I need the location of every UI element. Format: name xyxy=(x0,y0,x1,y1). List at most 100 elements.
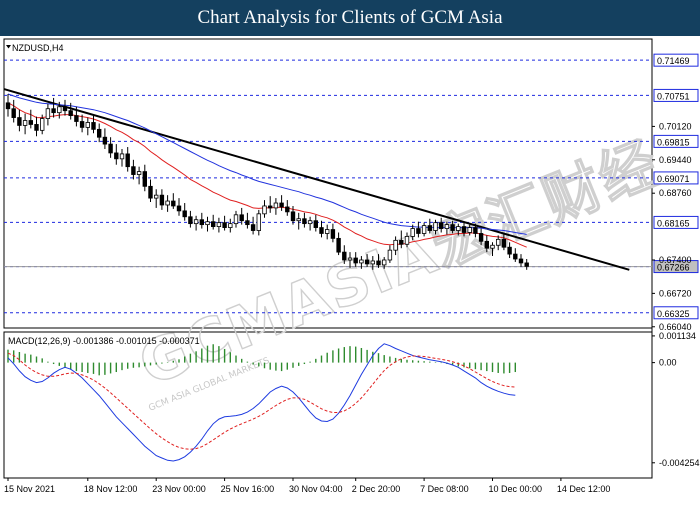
candle xyxy=(79,114,85,133)
candle-body xyxy=(68,110,73,117)
candle-body xyxy=(5,102,11,110)
candle xyxy=(17,109,22,132)
candle-body xyxy=(102,136,108,145)
candle xyxy=(473,223,478,238)
candle-body xyxy=(57,106,62,114)
candle xyxy=(484,235,489,253)
candle xyxy=(501,234,507,251)
candle xyxy=(188,210,193,228)
candle-body xyxy=(28,120,33,125)
candle xyxy=(68,102,73,120)
candle-body xyxy=(336,237,341,253)
macd-tick-label: 0.001134 xyxy=(659,331,696,341)
candle xyxy=(5,94,11,117)
candle xyxy=(222,215,227,231)
level-label: 0.69815 xyxy=(657,137,690,147)
candle xyxy=(427,218,432,234)
candle-body xyxy=(119,153,125,160)
candle xyxy=(353,252,358,267)
candle-body xyxy=(484,240,489,249)
candle-body xyxy=(461,226,467,233)
candle xyxy=(495,235,501,251)
candle-body xyxy=(524,262,529,267)
candle-body xyxy=(51,108,56,114)
candle-body xyxy=(507,246,512,255)
candle-body xyxy=(347,257,353,261)
level-label-box xyxy=(653,171,699,185)
candle-body xyxy=(324,229,330,234)
ema-red-line xyxy=(7,102,527,248)
candle-body xyxy=(239,214,244,222)
candle xyxy=(444,221,450,235)
candle-body xyxy=(302,218,307,225)
price-tick-label: 0.67400 xyxy=(659,255,692,265)
candle xyxy=(250,216,256,235)
candle-body xyxy=(228,223,233,228)
candle xyxy=(262,200,267,218)
candle xyxy=(142,164,147,192)
candle-body xyxy=(410,228,415,237)
candle-body xyxy=(153,194,159,199)
level-label-box xyxy=(653,306,699,320)
trendline[interactable] xyxy=(3,88,630,271)
candle-body xyxy=(421,225,427,234)
candle-body xyxy=(353,257,358,264)
candle-body xyxy=(205,221,210,226)
level-label-box xyxy=(653,215,699,229)
candle xyxy=(245,212,250,229)
candle xyxy=(205,216,210,232)
candle-body xyxy=(501,238,507,248)
candle-body xyxy=(467,227,472,233)
candle xyxy=(193,215,199,231)
candle xyxy=(416,221,421,238)
macd-tick-label: -0.004254 xyxy=(659,458,700,468)
candle xyxy=(285,200,290,216)
candle-body xyxy=(376,260,381,266)
level-label-box xyxy=(653,88,699,102)
level-label: 0.66325 xyxy=(657,309,690,319)
candle xyxy=(404,232,410,248)
candle xyxy=(136,166,142,185)
candle xyxy=(228,218,233,233)
candle xyxy=(456,223,461,236)
chart-area[interactable]: GCMASIA宏汇财经 GCM ASIA GLOBAL MARKETS MACD(… xyxy=(0,36,700,500)
candle-body xyxy=(433,222,438,231)
time-tick-label: 14 Dec 12:00 xyxy=(557,484,611,494)
candle-body xyxy=(473,227,478,234)
candle-body xyxy=(416,228,421,234)
candle xyxy=(478,228,484,246)
candle xyxy=(290,205,296,225)
level-label: 0.67266 xyxy=(657,263,690,273)
candle xyxy=(91,115,96,134)
time-tick-label: 23 Nov 00:00 xyxy=(152,484,206,494)
candle xyxy=(387,245,393,263)
candle xyxy=(307,216,313,231)
level-label: 0.70751 xyxy=(657,91,690,101)
candle xyxy=(102,128,108,150)
candle-body xyxy=(370,260,375,265)
candle-body xyxy=(176,205,182,212)
candle-body xyxy=(438,222,444,229)
candle-body xyxy=(34,124,39,131)
candle-body xyxy=(85,122,90,128)
candle xyxy=(393,236,398,256)
candle-body xyxy=(313,220,318,228)
candle xyxy=(62,99,68,116)
symbol-dropdown-icon[interactable] xyxy=(6,45,11,49)
candle xyxy=(421,222,427,237)
candle xyxy=(381,257,387,269)
price-tick-label: 0.66040 xyxy=(659,322,692,332)
candle xyxy=(45,103,51,126)
candle-body xyxy=(359,259,364,264)
candle xyxy=(399,230,404,249)
candle-body xyxy=(330,229,336,239)
candle-body xyxy=(210,221,216,227)
level-label: 0.68165 xyxy=(657,218,690,228)
candle xyxy=(267,196,273,213)
candle xyxy=(518,254,524,267)
candle xyxy=(461,221,467,237)
candle xyxy=(524,259,529,270)
chart-title-banner: Chart Analysis for Clients of GCM Asia xyxy=(0,0,700,36)
candle xyxy=(433,219,438,235)
